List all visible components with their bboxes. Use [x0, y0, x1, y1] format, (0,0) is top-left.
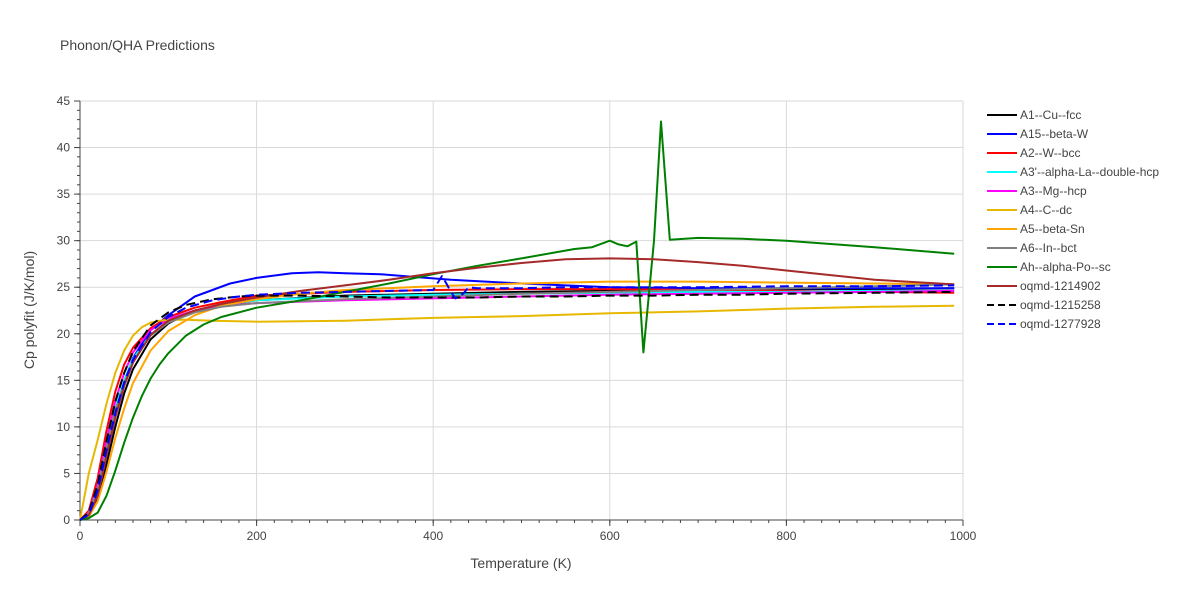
legend-label: oqmd-1277928: [1020, 317, 1101, 331]
legend-label: A3'--alpha-La--double-hcp: [1020, 165, 1159, 179]
legend-label: A6--In--bct: [1020, 241, 1077, 255]
x-tick-label: 600: [600, 529, 620, 543]
legend-label: A1--Cu--fcc: [1020, 108, 1081, 122]
legend-item-a5-beta-sn[interactable]: A5--beta-Sn: [987, 222, 1085, 236]
legend[interactable]: A1--Cu--fcc A15--beta-W A2--W--bcc A3'--alp…: [987, 108, 1159, 331]
series-line-a4-c-dc: [79, 304, 955, 521]
legend-label: A4--C--dc: [1020, 203, 1072, 217]
legend-label: A3--Mg--hcp: [1020, 184, 1087, 198]
legend-item-a3-alpha-la-double-hcp[interactable]: A3'--alpha-La--double-hcp: [987, 165, 1159, 179]
y-tick-label: 40: [57, 141, 71, 155]
series-line-ah-alpha-po-sc: [79, 120, 955, 521]
x-axis-title: Temperature (K): [470, 555, 571, 571]
series-line-a3-alpha-la-double-hcp: [79, 289, 955, 521]
series-line-oqmd-1214902: [79, 257, 955, 521]
legend-item-a1-cu-fcc[interactable]: A1--Cu--fcc: [987, 108, 1081, 122]
x-tick-label: 0: [77, 529, 84, 543]
legend-item-oqmd-1277928[interactable]: oqmd-1277928: [987, 317, 1101, 331]
legend-label: A15--beta-W: [1020, 127, 1089, 141]
legend-item-a2-w-bcc[interactable]: A2--W--bcc: [987, 146, 1080, 160]
series-line-a2-w-bcc: [79, 288, 955, 521]
y-tick-label: 35: [57, 187, 71, 201]
chart-title: Phonon/QHA Predictions: [60, 37, 215, 53]
legend-item-a4-c-dc[interactable]: A4--C--dc: [987, 203, 1072, 217]
series-line-a1-cu-fcc: [79, 287, 955, 521]
y-tick-label: 15: [57, 373, 71, 387]
series-line-oqmd-1215258: [79, 290, 955, 521]
y-tick-label: 10: [57, 420, 71, 434]
legend-item-a6-in-bct[interactable]: A6--In--bct: [987, 241, 1077, 255]
y-axis-title: Cp polyfit (J/K/mol): [21, 251, 37, 369]
x-tick-label: 800: [776, 529, 796, 543]
series-line-oqmd-1277928: [79, 275, 955, 521]
axis-layer: 0 200 400 600 800 1000 0 5 10 15 20 25 30 35 40 45: [57, 94, 977, 543]
y-tick-label: 25: [57, 280, 71, 294]
legend-label: A2--W--bcc: [1020, 146, 1080, 160]
x-tick-label: 200: [247, 529, 267, 543]
y-tick-label: 0: [63, 513, 70, 527]
x-tick-label: 400: [423, 529, 443, 543]
series-line-a3-mg-hcp: [79, 289, 955, 521]
legend-label: Ah--alpha-Po--sc: [1020, 260, 1111, 274]
grid-layer: [80, 100, 964, 520]
y-tick-label: 45: [57, 94, 71, 108]
legend-item-a3-mg-hcp[interactable]: A3--Mg--hcp: [987, 184, 1087, 198]
legend-label: oqmd-1214902: [1020, 279, 1101, 293]
y-tick-label: 5: [63, 466, 70, 480]
legend-label: A5--beta-Sn: [1020, 222, 1085, 236]
legend-item-oqmd-1215258[interactable]: oqmd-1215258: [987, 298, 1101, 312]
legend-label: oqmd-1215258: [1020, 298, 1101, 312]
y-tick-label: 30: [57, 234, 71, 248]
series-line-a5-beta-sn: [79, 280, 955, 521]
legend-item-ah-alpha-po-sc[interactable]: Ah--alpha-Po--sc: [987, 260, 1111, 274]
legend-item-a15-beta-w[interactable]: A15--beta-W: [987, 127, 1089, 141]
y-tick-label: 20: [57, 327, 71, 341]
legend-item-oqmd-1214902[interactable]: oqmd-1214902: [987, 279, 1101, 293]
series-layer: [79, 120, 955, 521]
x-tick-label: 1000: [950, 529, 977, 543]
